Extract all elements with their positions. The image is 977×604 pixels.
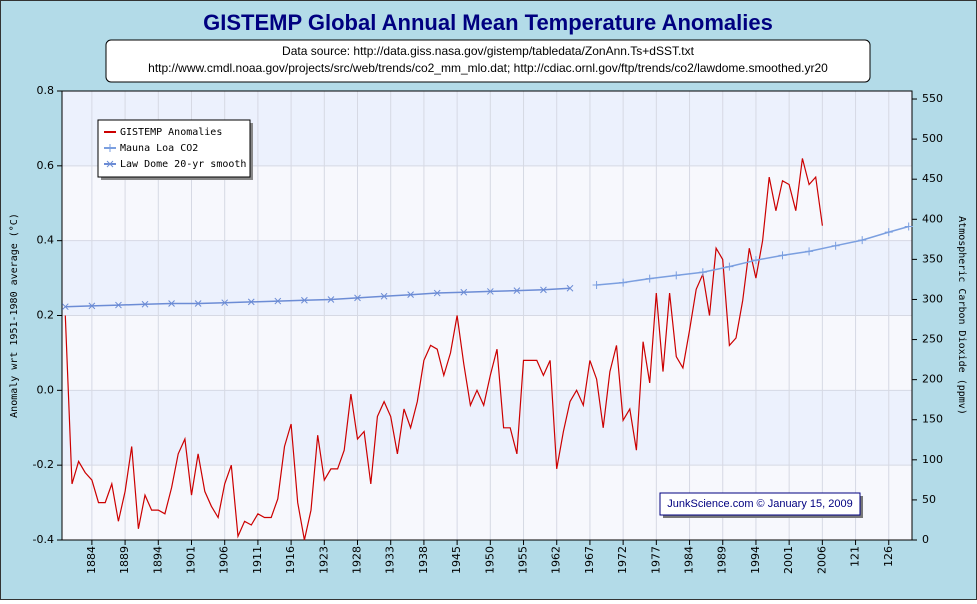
x-tick-label: 1906 [218, 546, 231, 574]
marker [88, 302, 96, 310]
marker [698, 268, 707, 277]
subtitle: http://www.cmdl.noaa.gov/projects/src/we… [148, 61, 828, 75]
y2-tick-label: 50 [922, 493, 936, 506]
legend-marker [106, 144, 114, 152]
marker [486, 288, 494, 295]
y2-tick-label: 250 [922, 333, 943, 346]
x-tick-label: 1967 [583, 546, 596, 574]
marker [354, 294, 361, 302]
marker [645, 274, 654, 283]
marker [884, 228, 893, 237]
marker [433, 289, 441, 297]
annotation-box [659, 492, 861, 516]
marker [194, 300, 202, 307]
marker [904, 222, 913, 231]
x-tick-label: 2001 [782, 546, 795, 574]
marker [301, 296, 308, 304]
y2-tick-label: 0 [922, 533, 929, 546]
y2-tick-label: 300 [922, 292, 943, 305]
x-tick-label: 1923 [317, 546, 330, 574]
legend [97, 119, 251, 178]
marker [858, 236, 867, 245]
x-tick-label: 1977 [649, 546, 662, 574]
y2-tick-label: 500 [922, 132, 943, 145]
marker [327, 296, 335, 303]
x-tick-label: 1901 [184, 546, 197, 574]
x-tick-label: 126 [882, 546, 895, 567]
marker [407, 291, 414, 299]
x-tick-label: 1884 [85, 546, 98, 574]
x-tick-label: 1945 [450, 546, 463, 574]
x-tick-label: 1911 [251, 546, 264, 574]
marker [221, 299, 229, 307]
legend-label: GISTEMP Anomalies [120, 127, 222, 138]
series-line [65, 287, 571, 308]
band [62, 390, 912, 466]
legend-label: Mauna Loa CO2 [120, 143, 198, 154]
x-tick-label: 1989 [716, 546, 729, 574]
x-tick-label: 1916 [284, 546, 297, 574]
marker [380, 292, 388, 300]
marker [778, 251, 787, 260]
x-tick-label: 2006 [815, 546, 828, 574]
marker [619, 278, 628, 287]
marker [115, 301, 122, 309]
marker [540, 286, 547, 294]
x-tick-label: 1950 [483, 546, 496, 574]
y-tick-label: 0.4 [37, 234, 55, 247]
y-tick-label: 0.0 [37, 383, 55, 396]
subtitle-box [105, 39, 871, 83]
x-tick-label: 1962 [550, 546, 563, 574]
marker [805, 247, 814, 256]
marker [725, 262, 734, 271]
y-tick-label: -0.4 [33, 533, 54, 546]
band [62, 240, 912, 316]
y-tick-label: -0.2 [33, 458, 54, 471]
chart-title: GISTEMP Global Annual Mean Temperature A… [203, 10, 773, 35]
marker [672, 271, 681, 280]
x-tick-label: 1889 [118, 546, 131, 574]
x-tick-label: 1938 [417, 546, 430, 574]
y2-tick-label: 450 [922, 172, 943, 185]
marker [513, 287, 521, 294]
y2-tick-label: 150 [922, 413, 943, 426]
x-tick-label: 1972 [616, 546, 629, 574]
legend-marker [106, 160, 114, 168]
marker [831, 241, 840, 250]
marker [592, 281, 601, 290]
marker [751, 256, 760, 265]
marker [460, 288, 468, 296]
y-axis-label: Anomaly wrt 1951-1980 average (°C) [9, 213, 20, 418]
y-tick-label: 0.6 [37, 159, 55, 172]
y-tick-label: 0.8 [37, 84, 55, 97]
marker [566, 284, 574, 292]
y2-tick-label: 100 [922, 453, 943, 466]
y2-tick-label: 550 [922, 92, 943, 105]
x-tick-label: 1994 [749, 546, 762, 574]
y2-axis-label: Atmospheric Carbon Dioxide (ppmv) [956, 216, 967, 415]
series-line [64, 158, 823, 541]
axis-frame [61, 90, 913, 541]
x-tick-label: 1928 [351, 546, 364, 574]
y2-tick-label: 200 [922, 373, 943, 386]
y-tick-label: 0.2 [37, 309, 55, 322]
x-tick-label: 1933 [384, 546, 397, 574]
x-tick-label: 1894 [151, 546, 164, 574]
y2-tick-label: 400 [922, 212, 943, 225]
marker [61, 303, 69, 311]
y2-tick-label: 350 [922, 252, 943, 265]
marker [168, 300, 175, 307]
x-tick-label: 1984 [683, 546, 696, 574]
marker [247, 298, 255, 306]
x-tick-label: 121 [849, 546, 862, 567]
legend-label: Law Dome 20-yr smooth [120, 159, 246, 170]
marker [141, 300, 149, 308]
x-tick-label: 1955 [517, 546, 530, 574]
marker [274, 297, 282, 305]
annotation: JunkScience.com © January 15, 2009 [667, 498, 852, 510]
subtitle: Data source: http://data.giss.nasa.gov/g… [282, 44, 695, 58]
